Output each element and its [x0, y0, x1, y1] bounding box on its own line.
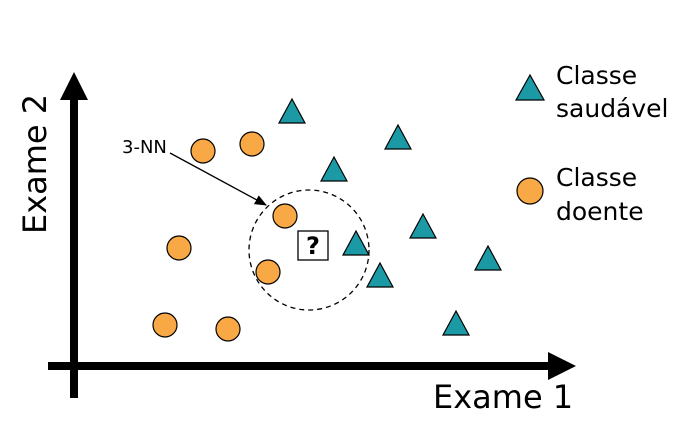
knn-annotation-arrow [169, 152, 267, 206]
sick-points [152, 131, 298, 342]
healthy-point [341, 229, 371, 256]
sick-point [272, 203, 298, 229]
x-axis-label: Exame 1 [433, 378, 573, 416]
sick-point [255, 259, 281, 285]
triangle-icon [514, 73, 546, 101]
healthy-point [383, 123, 413, 150]
circle-icon [516, 177, 544, 205]
y-axis-arrowhead [60, 72, 88, 100]
neighborhood-circle [248, 189, 370, 311]
sick-point [190, 138, 216, 164]
sick-point [166, 235, 192, 261]
sick-point [215, 316, 241, 342]
legend-healthy-line2: saudável [556, 94, 669, 123]
healthy-point [441, 309, 471, 336]
healthy-point [319, 155, 349, 182]
x-axis-arrowhead [548, 352, 576, 380]
legend-sick-line2: doente [556, 197, 644, 226]
sick-point [239, 131, 265, 157]
query-box [297, 230, 329, 261]
sick-point [152, 312, 178, 338]
knn-annotation-label: 3-NN [122, 137, 167, 158]
healthy-point [473, 244, 503, 271]
query-symbol: ? [306, 232, 320, 260]
healthy-point [277, 97, 307, 124]
y-axis-label: Exame 2 [16, 94, 54, 234]
query-point: ? [297, 230, 329, 261]
healthy-point [408, 212, 438, 239]
legend-healthy-line1: Classe [556, 61, 637, 90]
healthy-points [277, 97, 503, 336]
axes [48, 72, 576, 398]
legend-sick-line1: Classe [556, 163, 637, 192]
healthy-point [365, 261, 395, 288]
legend: Classe saudável Classe doente [514, 61, 669, 226]
